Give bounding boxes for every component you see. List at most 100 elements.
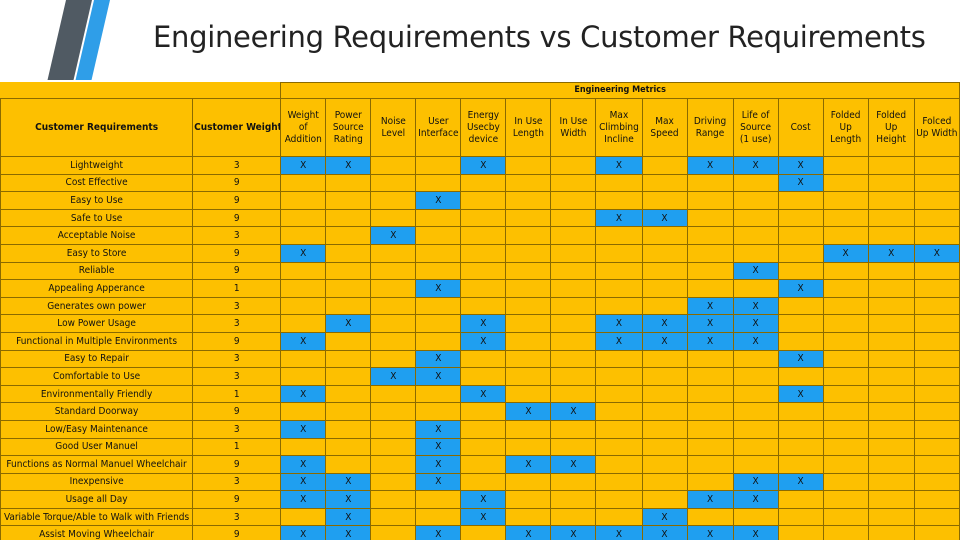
empty-cell — [280, 173, 327, 193]
empty-cell — [777, 455, 824, 474]
header-blank — [0, 82, 281, 99]
weight-cell: 3 — [192, 226, 282, 245]
metric-header: Folced Up Width — [913, 98, 960, 157]
requirement-cell: Easy to Store — [0, 243, 194, 263]
weight-cell: 3 — [192, 507, 282, 527]
empty-cell — [460, 402, 507, 421]
requirement-cell: Variable Torque/Able to Walk with Friend… — [0, 507, 194, 527]
empty-cell — [325, 279, 372, 298]
empty-cell — [550, 367, 597, 386]
requirement-cell: Standard Doorway — [0, 402, 194, 421]
relation-mark-cell: X — [686, 296, 734, 316]
empty-cell — [867, 490, 915, 509]
weight-cell: 3 — [192, 472, 282, 492]
relation-mark-cell: X — [370, 226, 417, 245]
empty-cell — [777, 367, 824, 386]
empty-cell — [913, 261, 960, 281]
table-row: Appealing Apperance 1 X X — [0, 279, 960, 298]
relation-mark-cell: X — [641, 314, 688, 333]
empty-cell — [280, 402, 327, 421]
empty-cell — [370, 314, 417, 333]
weight-cell: 9 — [192, 173, 282, 193]
empty-cell — [325, 208, 372, 228]
empty-cell — [370, 384, 417, 404]
empty-cell — [686, 472, 734, 492]
empty-cell — [913, 402, 960, 421]
group-header-row: Engineering Metrics — [0, 82, 960, 99]
empty-cell — [370, 279, 417, 298]
weight-cell: 3 — [192, 296, 282, 316]
table-row: Acceptable Noise 3 X — [0, 226, 960, 245]
empty-cell — [550, 279, 597, 298]
empty-cell — [913, 507, 960, 527]
empty-cell — [822, 402, 869, 421]
relation-mark-cell: X — [415, 419, 462, 439]
relation-mark-cell: X — [280, 243, 327, 263]
empty-cell — [641, 472, 688, 492]
empty-cell — [280, 437, 327, 457]
empty-cell — [370, 437, 417, 457]
relation-mark-cell: X — [460, 490, 507, 509]
empty-cell — [595, 261, 643, 281]
metric-header: Cost — [777, 98, 824, 157]
table-row: Usage all Day 9 X X X X X — [0, 490, 960, 509]
empty-cell — [777, 314, 824, 333]
empty-cell — [686, 261, 734, 281]
empty-cell — [550, 191, 597, 210]
empty-cell — [822, 296, 869, 316]
requirement-cell: Functions as Normal Manuel Wheelchair — [0, 455, 194, 474]
relation-mark-cell: X — [686, 156, 734, 175]
weight-cell: 3 — [192, 314, 282, 333]
empty-cell — [777, 331, 824, 351]
empty-cell — [325, 261, 372, 281]
weight-cell: 9 — [192, 490, 282, 509]
table-row: Comfortable to Use 3 X X — [0, 367, 960, 386]
empty-cell — [505, 419, 552, 439]
table-row: Functional in Multiple Environments 9 X X X X… — [0, 331, 960, 351]
empty-cell — [325, 437, 372, 457]
empty-cell — [822, 490, 869, 509]
weight-cell: 9 — [192, 243, 282, 263]
empty-cell — [822, 191, 869, 210]
empty-cell — [370, 173, 417, 193]
empty-cell — [732, 437, 779, 457]
relation-mark-cell: X — [415, 455, 462, 474]
empty-cell — [460, 261, 507, 281]
empty-cell — [867, 507, 915, 527]
empty-cell — [777, 525, 824, 540]
empty-cell — [867, 208, 915, 228]
empty-cell — [550, 314, 597, 333]
empty-cell — [550, 331, 597, 351]
empty-cell — [822, 156, 869, 175]
relation-mark-cell: X — [505, 402, 552, 421]
slide-title: Engineering Requirements vs Customer Req… — [153, 20, 926, 54]
empty-cell — [641, 384, 688, 404]
relation-mark-cell: X — [280, 525, 327, 540]
empty-cell — [370, 472, 417, 492]
empty-cell — [550, 296, 597, 316]
relation-mark-cell: X — [913, 243, 960, 263]
empty-cell — [913, 455, 960, 474]
weight-cell: 9 — [192, 261, 282, 281]
empty-cell — [732, 455, 779, 474]
relation-mark-cell: X — [460, 331, 507, 351]
empty-cell — [595, 507, 643, 527]
weight-cell: 1 — [192, 437, 282, 457]
relation-mark-cell: X — [732, 314, 779, 333]
relation-mark-cell: X — [460, 156, 507, 175]
empty-cell — [686, 243, 734, 263]
requirement-cell: Environmentally Friendly — [0, 384, 194, 404]
empty-cell — [913, 173, 960, 193]
table-row: Environmentally Friendly 1 X X X — [0, 384, 960, 404]
empty-cell — [641, 419, 688, 439]
empty-cell — [460, 191, 507, 210]
empty-cell — [913, 367, 960, 386]
relation-mark-cell: X — [415, 349, 462, 369]
table-row: Cost Effective 9 X — [0, 173, 960, 193]
empty-cell — [595, 243, 643, 263]
empty-cell — [732, 384, 779, 404]
empty-cell — [686, 455, 734, 474]
empty-cell — [595, 296, 643, 316]
empty-cell — [460, 243, 507, 263]
customer-requirements-header: Customer Requirements — [0, 98, 194, 157]
